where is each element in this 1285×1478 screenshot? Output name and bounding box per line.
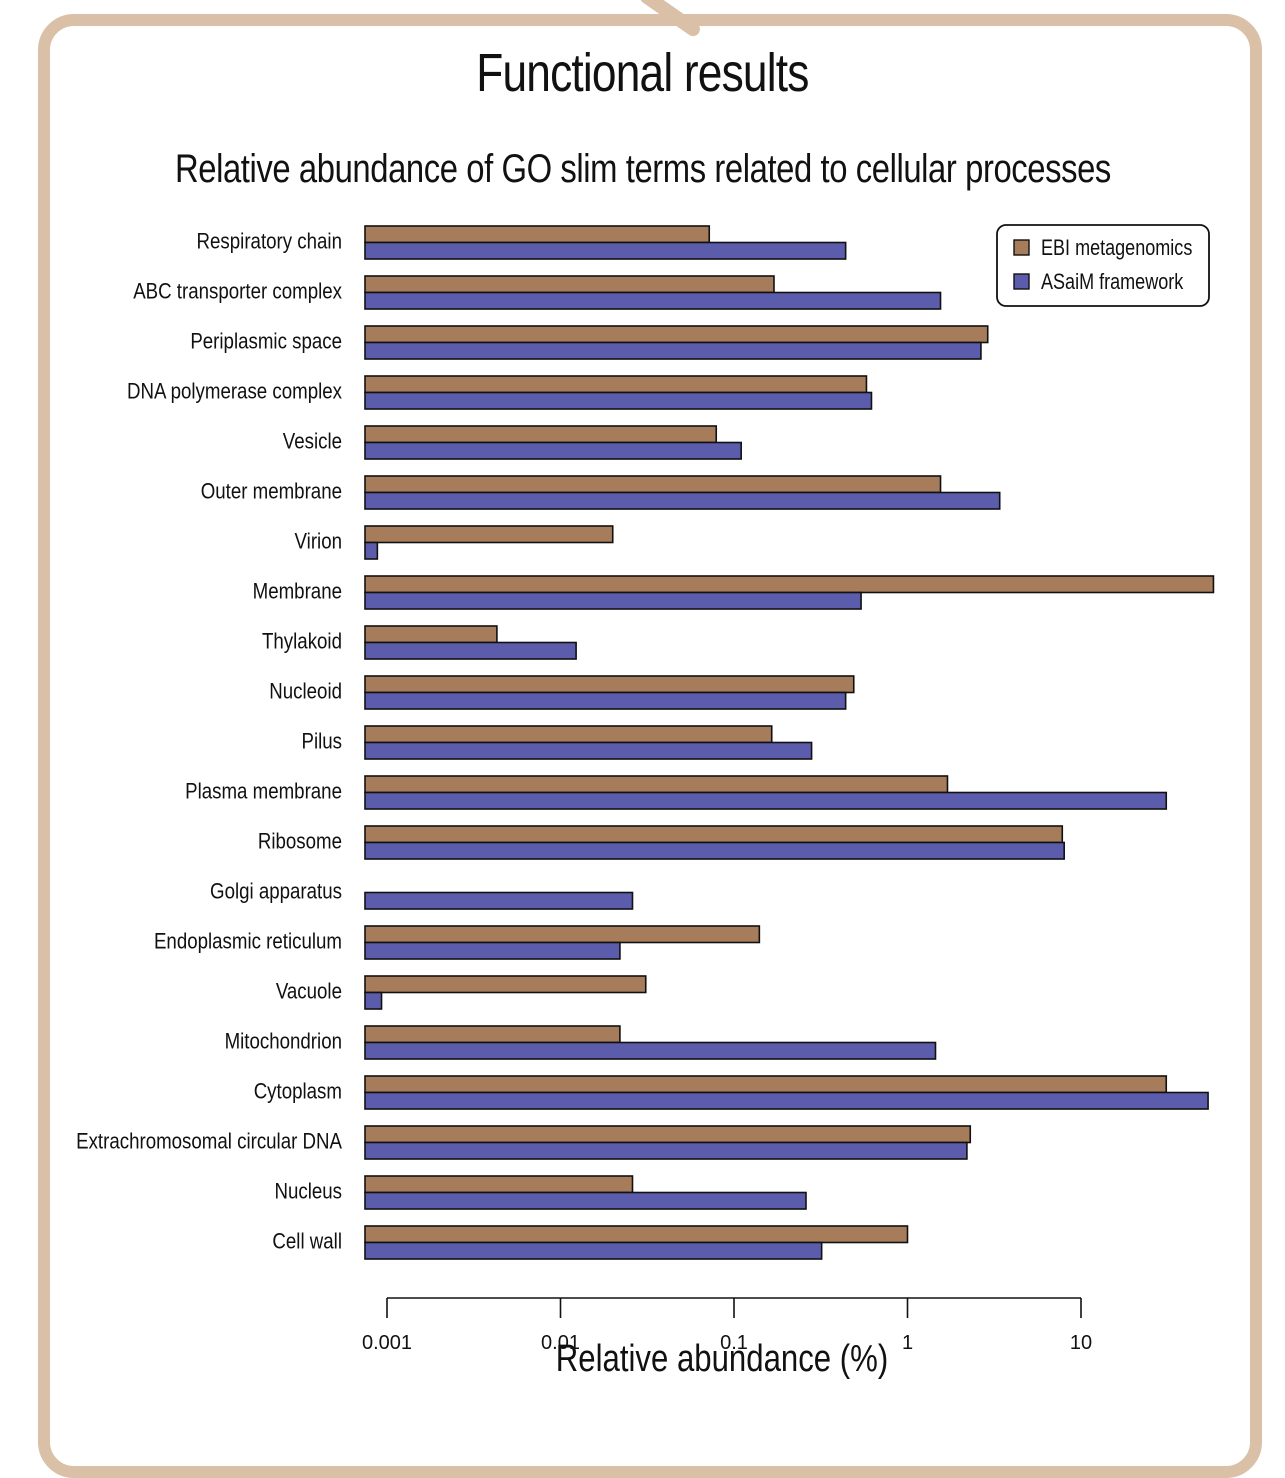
bar-periplasmic-space-asaim-framework	[364, 341, 982, 360]
bar-outer-membrane-asaim-framework	[364, 491, 1001, 510]
bar-outer-membrane-ebi-metagenomics	[364, 475, 942, 494]
bar-respiratory-chain-ebi-metagenomics	[364, 225, 711, 244]
category-label: Mitochondrion	[225, 1030, 342, 1054]
category-label: Pilus	[301, 730, 342, 754]
category-label: Cell wall	[272, 1230, 342, 1254]
category-label: Outer membrane	[201, 480, 342, 504]
bar-golgi-apparatus-asaim-framework	[364, 891, 634, 910]
bar-extrachromosomal-circular-dna-asaim-framework	[364, 1141, 968, 1160]
category-label: Ribosome	[258, 830, 342, 854]
bar-pilus-asaim-framework	[364, 741, 813, 760]
category-label: Golgi apparatus	[210, 880, 342, 904]
x-tick-label: 0.001	[362, 1332, 412, 1354]
bar-cell-wall-ebi-metagenomics	[364, 1225, 909, 1244]
chart-title: Relative abundance of GO slim terms rela…	[174, 147, 1111, 191]
category-label: Cytoplasm	[254, 1080, 342, 1104]
category-label: Respiratory chain	[197, 230, 342, 254]
bar-respiratory-chain-asaim-framework	[364, 241, 847, 260]
bar-vesicle-ebi-metagenomics	[364, 425, 718, 444]
bar-ribosome-asaim-framework	[364, 841, 1065, 860]
bar-mitochondrion-ebi-metagenomics	[364, 1025, 621, 1044]
legend-swatch-ebi-metagenomics	[1013, 239, 1030, 256]
bar-thylakoid-ebi-metagenomics	[364, 625, 498, 644]
category-label: Membrane	[253, 580, 342, 604]
bar-endoplasmic-reticulum-ebi-metagenomics	[364, 925, 761, 944]
x-tick-label: 0.1	[720, 1332, 748, 1354]
bar-cytoplasm-ebi-metagenomics	[364, 1075, 1168, 1094]
bar-extrachromosomal-circular-dna-ebi-metagenomics	[364, 1125, 972, 1144]
category-label: Nucleus	[274, 1180, 342, 1204]
bar-membrane-asaim-framework	[364, 591, 862, 610]
bar-cytoplasm-asaim-framework	[364, 1091, 1209, 1110]
bar-dna-polymerase-complex-asaim-framework	[364, 391, 873, 410]
bar-cell-wall-asaim-framework	[364, 1241, 823, 1260]
page-title: Functional results	[476, 43, 809, 103]
category-label: Vesicle	[283, 430, 342, 454]
category-label: Extrachromosomal circular DNA	[76, 1130, 342, 1154]
category-label: Thylakoid	[262, 630, 342, 654]
bar-vesicle-asaim-framework	[364, 441, 742, 460]
category-label: Virion	[295, 530, 342, 554]
bar-virion-ebi-metagenomics	[364, 525, 614, 544]
bar-vacuole-asaim-framework	[364, 991, 383, 1010]
bar-plasma-membrane-ebi-metagenomics	[364, 775, 949, 794]
bar-vacuole-ebi-metagenomics	[364, 975, 647, 994]
bar-nucleus-asaim-framework	[364, 1191, 807, 1210]
legend-label-ebi-metagenomics: EBI metagenomics	[1041, 236, 1192, 260]
bar-nucleus-ebi-metagenomics	[364, 1175, 634, 1194]
bar-nucleoid-ebi-metagenomics	[364, 675, 855, 694]
category-label: Vacuole	[276, 980, 342, 1004]
bar-pilus-ebi-metagenomics	[364, 725, 773, 744]
bar-nucleoid-asaim-framework	[364, 691, 847, 710]
category-label: ABC transporter complex	[133, 280, 342, 304]
bar-abc-transporter-complex-ebi-metagenomics	[364, 275, 775, 294]
x-tick-label: 10	[1070, 1332, 1092, 1354]
bar-plasma-membrane-asaim-framework	[364, 791, 1168, 810]
bar-dna-polymerase-complex-ebi-metagenomics	[364, 375, 868, 394]
legend-swatch-asaim-framework	[1013, 273, 1030, 290]
bar-chart: Respiratory chain ABC transporter complex…	[76, 224, 1215, 1380]
x-tick-label: 1	[902, 1332, 913, 1354]
category-label: Endoplasmic reticulum	[154, 930, 342, 954]
bar-membrane-ebi-metagenomics	[364, 575, 1215, 594]
bar-virion-asaim-framework	[364, 541, 379, 560]
category-label: Nucleoid	[269, 680, 342, 704]
bar-periplasmic-space-ebi-metagenomics	[364, 325, 989, 344]
x-tick-label: 0.01	[541, 1332, 580, 1354]
legend-label-asaim-framework: ASaiM framework	[1041, 270, 1184, 294]
bar-thylakoid-asaim-framework	[364, 641, 577, 660]
legend-box	[996, 224, 1210, 307]
category-label: DNA polymerase complex	[127, 380, 342, 404]
bar-ribosome-ebi-metagenomics	[364, 825, 1064, 844]
category-label: Plasma membrane	[185, 780, 342, 804]
bar-endoplasmic-reticulum-asaim-framework	[364, 941, 621, 960]
category-label: Periplasmic space	[190, 330, 342, 354]
bar-abc-transporter-complex-asaim-framework	[364, 291, 942, 310]
bar-mitochondrion-asaim-framework	[364, 1041, 937, 1060]
x-axis-label: Relative abundance (%)	[556, 1338, 888, 1380]
